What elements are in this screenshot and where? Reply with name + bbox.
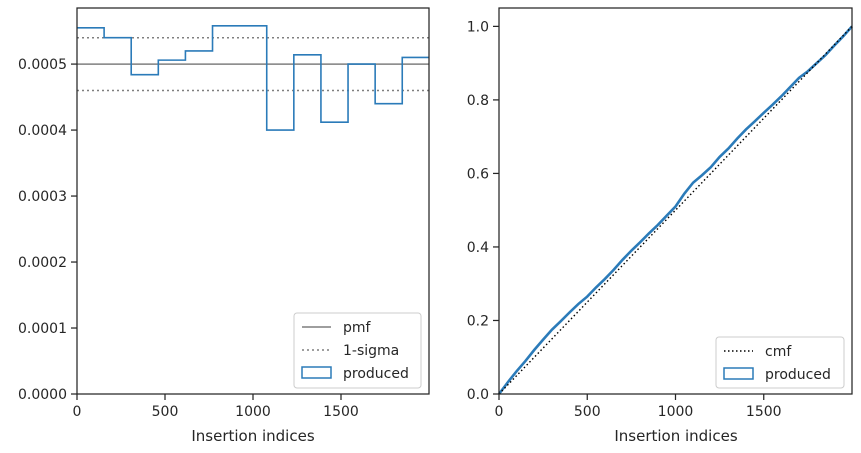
legend-produced-swatch <box>723 367 754 380</box>
pmf-y-tick-label: 0.0000 <box>18 387 67 403</box>
cmf-x-axis-label: Insertion indices <box>614 427 737 445</box>
pmf-y-tick-label: 0.0004 <box>18 123 67 139</box>
pmf-panel: 0 500 1000 1500 0.00000.00010.00020.00030.0… <box>18 7 430 445</box>
pmf-legend-box <box>293 312 422 389</box>
legend-sigma-label: 1-sigma <box>343 343 399 359</box>
cmf-legend-box <box>715 336 845 389</box>
cmf-y-tick-label: 0.2 <box>467 313 489 329</box>
pmf-x-tick-label: 500 <box>152 404 179 420</box>
cmf-y-tick-label: 0.8 <box>467 93 489 109</box>
legend-cmf-label: cmf <box>765 344 792 360</box>
legend-produced-label: produced <box>343 366 409 382</box>
cmf-x-tick-label: 1500 <box>746 404 782 420</box>
cmf-plot-area <box>497 25 853 395</box>
pmf-legend: pmf 1-sigma produced <box>293 312 422 389</box>
pmf-x-tick-label: 1000 <box>235 404 271 420</box>
pmf-y-tick-label: 0.0005 <box>18 57 67 73</box>
cmf-panel: 0 500 1000 1500 0.0 0.2 0.4 0.6 0.8 1.0 Insertio… <box>467 7 853 445</box>
legend-produced-swatch <box>301 366 332 379</box>
pmf-y-tick-label: 0.0003 <box>18 189 67 205</box>
pmf-plot-area <box>77 25 429 131</box>
pmf-x-ticks: 0 500 1000 1500 <box>73 394 359 420</box>
cmf-x-tick-label: 500 <box>574 404 601 420</box>
cmf-y-tick-label: 1.0 <box>467 19 489 35</box>
pmf-axes-frame <box>76 7 430 395</box>
legend-produced-label: produced <box>765 367 831 383</box>
cmf-y-ticks: 0.0 0.2 0.4 0.6 0.8 1.0 <box>467 19 499 403</box>
cmf-x-tick-label: 0 <box>495 404 504 420</box>
cmf-legend: cmf produced <box>715 336 845 389</box>
cmf-x-ticks: 0 500 1000 1500 <box>495 394 782 420</box>
cmf-axes-frame <box>498 7 853 395</box>
pmf-x-tick-label: 0 <box>73 404 82 420</box>
pmf-x-tick-label: 1500 <box>323 404 359 420</box>
cmf-y-tick-label: 0.6 <box>467 166 489 182</box>
cmf-line <box>498 25 853 395</box>
legend-pmf-label: pmf <box>343 320 372 336</box>
pmf-x-axis-label: Insertion indices <box>191 427 314 445</box>
cmf-y-tick-label: 0.4 <box>467 240 489 256</box>
cmf-y-tick-label: 0.0 <box>467 387 489 403</box>
produced-cumulative-line <box>497 25 853 395</box>
pmf-y-tick-label: 0.0001 <box>18 321 67 337</box>
produced-step-histogram <box>77 25 429 131</box>
pmf-y-tick-label: 0.0002 <box>18 255 67 271</box>
cmf-x-tick-label: 1000 <box>658 404 694 420</box>
pmf-y-ticks: 0.0000 0.0001 0.0002 0.0003 0.0004 0.0005 <box>18 57 77 403</box>
